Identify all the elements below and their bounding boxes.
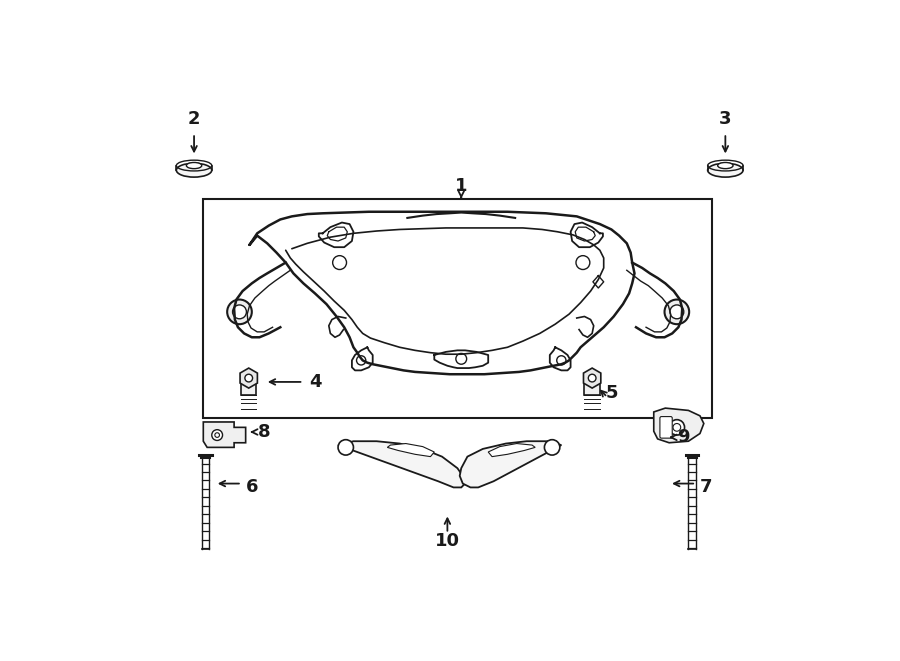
Text: 1: 1 — [455, 176, 467, 194]
Ellipse shape — [717, 163, 734, 169]
Ellipse shape — [232, 305, 247, 319]
Polygon shape — [387, 444, 435, 457]
Polygon shape — [203, 422, 246, 447]
Circle shape — [673, 424, 680, 431]
Circle shape — [245, 374, 253, 382]
Ellipse shape — [670, 305, 684, 319]
Circle shape — [544, 440, 560, 455]
Ellipse shape — [227, 299, 252, 324]
Polygon shape — [460, 442, 562, 487]
Ellipse shape — [186, 163, 202, 169]
Circle shape — [338, 440, 354, 455]
Text: 8: 8 — [258, 423, 271, 441]
Circle shape — [212, 430, 222, 440]
Circle shape — [669, 420, 685, 435]
Polygon shape — [338, 442, 465, 487]
Polygon shape — [653, 408, 704, 443]
Ellipse shape — [707, 163, 743, 177]
Text: 9: 9 — [677, 428, 689, 446]
FancyBboxPatch shape — [660, 416, 672, 438]
Text: 5: 5 — [606, 385, 618, 403]
Circle shape — [356, 356, 365, 365]
Text: 4: 4 — [309, 373, 321, 391]
Ellipse shape — [664, 299, 689, 324]
Text: 10: 10 — [435, 532, 460, 551]
Bar — [241, 378, 256, 395]
Circle shape — [589, 374, 596, 382]
Circle shape — [333, 256, 346, 270]
Bar — [203, 199, 712, 418]
Text: 7: 7 — [700, 479, 713, 496]
Polygon shape — [488, 444, 536, 457]
Circle shape — [215, 433, 220, 438]
Ellipse shape — [176, 163, 212, 177]
Text: 3: 3 — [719, 110, 732, 128]
Circle shape — [456, 354, 466, 364]
Polygon shape — [240, 368, 257, 388]
Circle shape — [576, 256, 590, 270]
Bar — [584, 378, 599, 395]
Text: 2: 2 — [188, 110, 201, 128]
Text: 6: 6 — [246, 479, 258, 496]
Polygon shape — [583, 368, 601, 388]
Circle shape — [557, 356, 566, 365]
